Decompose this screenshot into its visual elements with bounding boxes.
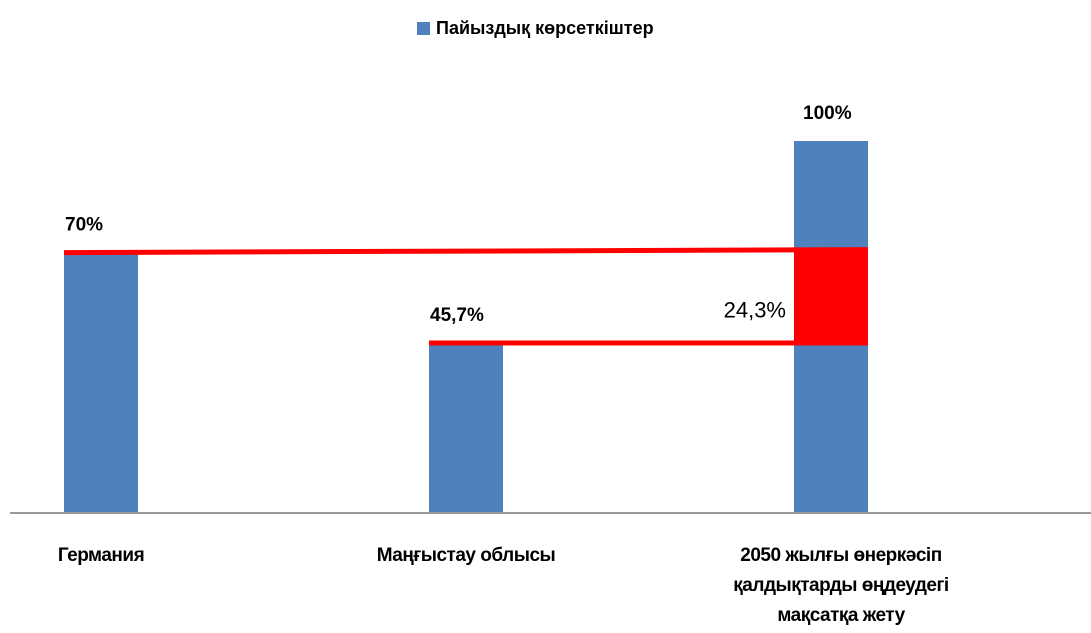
highlight-line [63,247,869,256]
x-tick-label: Германия [57,545,145,566]
value-label: 45,7% [430,305,484,326]
bar [64,252,138,513]
bar [429,342,503,513]
x-tick-label: Маңғыстау облысы [376,545,556,566]
legend-swatch [417,22,430,35]
x-tick-label: 2050 жылғы өнеркәсіп қалдықтарды өңдеуде… [733,545,949,626]
annotation: 24,3% [724,298,786,323]
legend-label: Пайыздық көрсеткіштер [436,18,654,38]
highlight-gap [794,248,868,343]
value-label: 100% [803,103,852,124]
value-label: 70% [65,215,103,236]
